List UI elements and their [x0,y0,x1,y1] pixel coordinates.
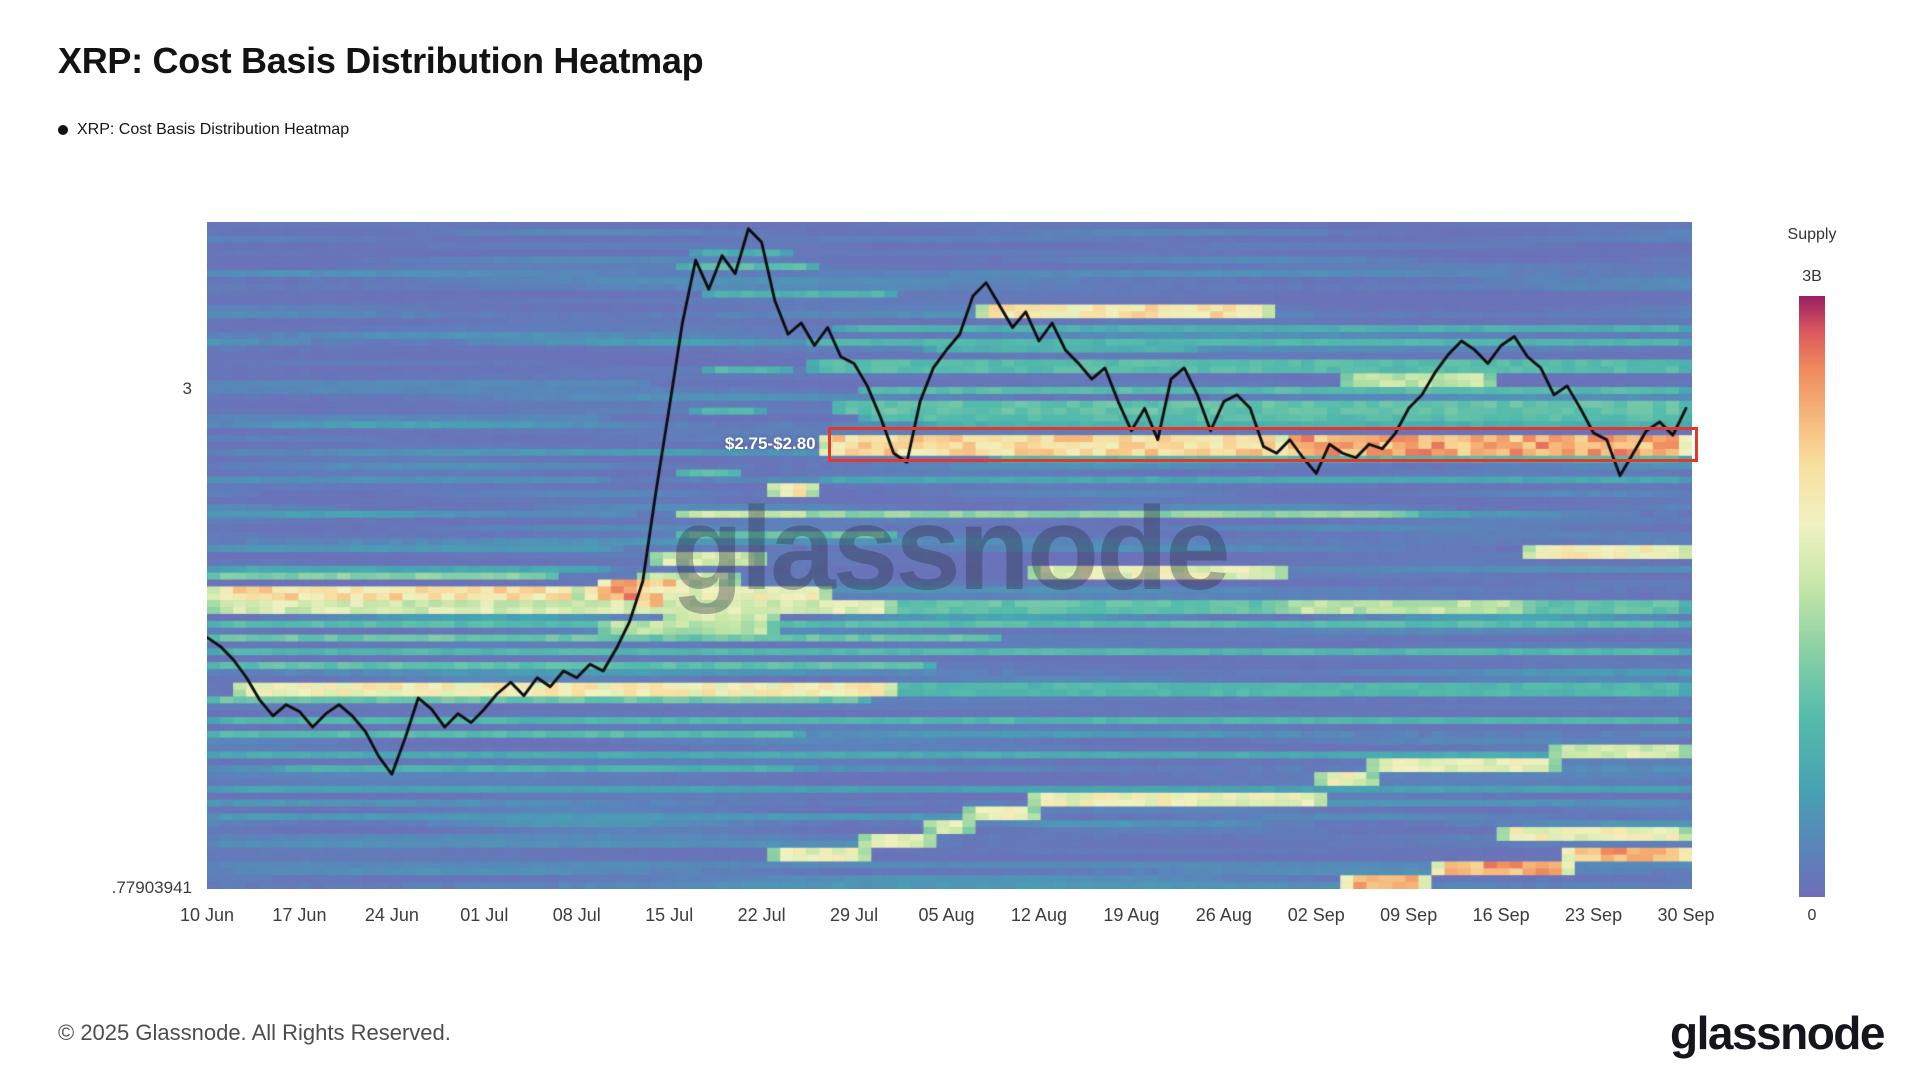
x-tick-label: 02 Sep [1287,905,1345,925]
x-tick-label: 26 Aug [1195,905,1252,925]
x-tick-label: 10 Jun [179,905,235,925]
x-tick-label: 08 Jul [552,905,601,925]
x-axis: 10 Jun 17 Jun 24 Jun 01 Jul 08 Jul 15 Jul 22 J… [180,905,1715,935]
x-tick-label: 24 Jun [364,905,419,925]
legend-item-cost-basis-heatmap[interactable]: XRP: Cost Basis Distribution Heatmap [58,121,349,139]
glassnode-logo: glassnode [1669,1007,1886,1059]
x-tick-label: 17 Jun [272,905,327,925]
x-tick-label: 05 Aug [918,905,975,925]
legend-label: XRP: Cost Basis Distribution Heatmap [77,121,350,138]
colorbar-min-label: 0 [1807,907,1817,924]
legend: XRP: Cost Basis Distribution Heatmap [58,121,349,140]
y-tick-label: .77903941 [111,877,192,897]
copyright-text: © 2025 Glassnode. All Rights Reserved. [58,1020,451,1045]
legend-dot-icon [58,125,68,135]
chart-plot-area: glassnode $2.75-$2.80 [207,222,1698,889]
x-tick-label: 15 Jul [645,905,694,925]
heatmap-canvas[interactable] [207,222,1692,889]
x-tick-label: 12 Aug [1010,905,1067,925]
colorbar-gradient [1799,296,1825,897]
x-tick-label: 09 Sep [1380,905,1438,925]
x-tick-label: 01 Jul [460,905,509,925]
x-tick-label: 16 Sep [1472,905,1530,925]
x-tick-label: 22 Jul [737,905,786,925]
y-axis: 3 .77903941 [0,0,192,1086]
page-title: XRP: Cost Basis Distribution Heatmap [58,40,704,81]
x-tick-label: 19 Aug [1103,905,1160,925]
colorbar-title: Supply [1787,226,1837,243]
colorbar: Supply 3B 0 [1762,226,1862,925]
y-tick-label: 3 [182,379,192,399]
x-tick-label: 30 Sep [1657,905,1715,925]
colorbar-max-label: 3B [1802,268,1822,285]
x-tick-label: 23 Sep [1565,905,1623,925]
x-tick-label: 29 Jul [830,905,879,925]
